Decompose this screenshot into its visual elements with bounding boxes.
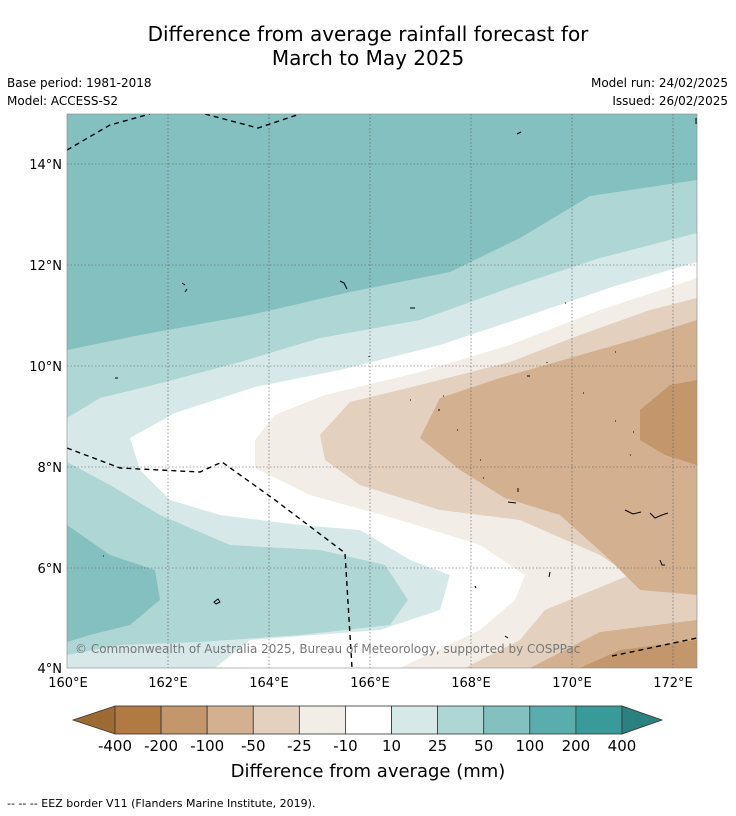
colorbar-swatch [345, 705, 392, 735]
lon-label-172e: 172°E [653, 676, 693, 691]
map-frame [66, 113, 698, 669]
colorbar-swatch [252, 705, 300, 735]
meta-left: Base period: 1981-2018 Model: ACCESS-S2 [7, 74, 152, 110]
colorbar-tick-label: -400 [98, 737, 132, 755]
colorbar-tick-label: 10 [382, 737, 401, 755]
band-minus50-100 [420, 320, 697, 668]
lat-label-10n: 10°N [29, 360, 62, 375]
model-text: Model: ACCESS-S2 [7, 94, 119, 108]
graticule [67, 114, 697, 668]
colorbar-swatch [575, 705, 623, 735]
map-area: © Commonwealth of Australia 2025, Bureau… [67, 114, 697, 668]
colorbar-tick-label: -10 [333, 737, 358, 755]
lon-label-162e: 162°E [148, 676, 188, 691]
colorbar-tick-label: 50 [474, 737, 493, 755]
colorbar-swatch [437, 705, 485, 735]
copyright-notice: © Commonwealth of Australia 2025, Bureau… [75, 642, 580, 656]
colorbar-tick-label: 200 [562, 737, 591, 755]
lon-label-164e: 164°E [249, 676, 289, 691]
islands [103, 118, 697, 639]
colorbar-tick-label: -100 [190, 737, 224, 755]
lat-label-12n: 12°N [29, 259, 62, 274]
colorbar-extend-low [71, 705, 116, 735]
colorbar: -400 -200 -100 -50 -25 -10 10 25 50 100 200 400 [71, 705, 664, 755]
colorbar-title: Difference from average (mm) [230, 761, 506, 782]
colorbar-tick-label: 400 [608, 737, 637, 755]
colorbar-tick-label: -25 [287, 737, 312, 755]
colorbar-swatch [483, 705, 531, 735]
model-run-text: Model run: 24/02/2025 [590, 76, 728, 90]
lat-label-8n: 8°N [38, 461, 63, 476]
colorbar-swatch [206, 705, 254, 735]
eez-footnote: -- -- -- EEZ border V11 (Flanders Marine… [7, 797, 316, 810]
colorbar-tick-label: 25 [428, 737, 447, 755]
base-period-text: Base period: 1981-2018 [7, 76, 152, 90]
lon-axis: 160°E 162°E 164°E 166°E 168°E 170°E 172°… [48, 676, 693, 691]
colorbar-swatch [391, 705, 439, 735]
lon-label-166e: 166°E [350, 676, 390, 691]
colorbar-swatch [160, 705, 208, 735]
lon-label-170e: 170°E [552, 676, 592, 691]
lat-label-6n: 6°N [38, 562, 63, 577]
eez-border [67, 114, 697, 668]
title-line-1: Difference from average rainfall forecas… [147, 22, 589, 46]
colorbar-tick-label: -200 [144, 737, 178, 755]
lon-label-160e: 160°E [48, 676, 88, 691]
meta-right: Model run: 24/02/2025 Issued: 26/02/2025 [591, 74, 728, 110]
lon-label-168e: 168°E [451, 676, 491, 691]
colorbar-tick-label: 100 [515, 737, 544, 755]
band-minus100-200-south [580, 640, 697, 668]
band-50-100-south [67, 525, 160, 642]
colorbar-extend-high [621, 705, 664, 735]
colorbar-swatch [298, 705, 346, 735]
lat-axis: 14°N 12°N 10°N 8°N 6°N 4°N [29, 158, 62, 677]
issued-text: Issued: 26/02/2025 [612, 94, 728, 108]
title-line-2: March to May 2025 [271, 46, 465, 70]
band-25-50-south [67, 462, 408, 668]
band-minus100-200 [640, 380, 697, 465]
lat-label-14n: 14°N [29, 158, 62, 173]
colorbar-swatch [114, 705, 162, 735]
map-title: Difference from average rainfall forecas… [0, 22, 736, 70]
lat-label-4n: 4°N [38, 662, 63, 677]
colorbar-swatch [529, 705, 577, 735]
colorbar-tick-label: -50 [241, 737, 266, 755]
